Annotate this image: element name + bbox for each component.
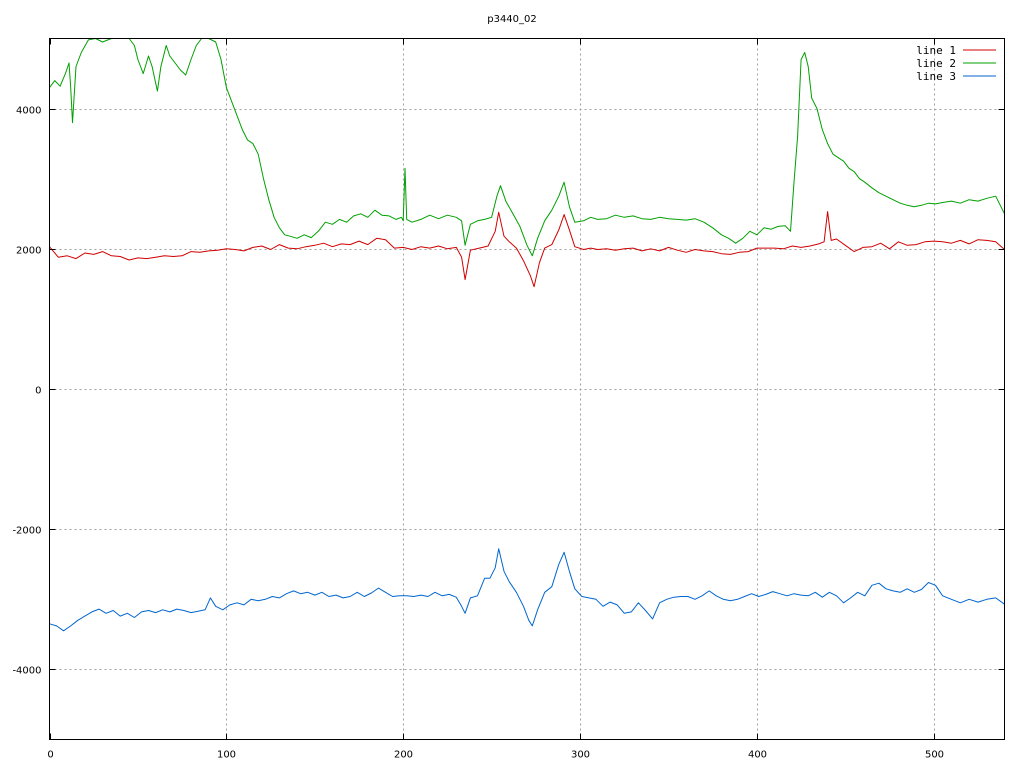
series-layer xyxy=(49,38,1005,632)
grid-lines xyxy=(49,38,1005,740)
x-tick-label: 0 xyxy=(47,750,53,761)
y-tick-label: 0 xyxy=(35,386,41,397)
y-tick-label: 4000 xyxy=(16,106,41,117)
axis-tick-labels: 0 100 200 300 400 500 -4000 -2000 0 2000 4000 xyxy=(12,106,944,761)
chart-title: p3440_02 xyxy=(487,14,537,25)
series-line-3 xyxy=(49,548,1005,632)
series-line-2 xyxy=(49,38,1005,257)
x-tick-label: 500 xyxy=(925,750,944,761)
axis-ticks xyxy=(49,38,1005,740)
x-tick-label: 400 xyxy=(748,750,767,761)
series-line-1 xyxy=(49,211,1005,288)
y-tick-label: -4000 xyxy=(12,666,41,677)
x-tick-label: 100 xyxy=(217,750,236,761)
legend-label: line 3 xyxy=(916,70,956,83)
x-tick-label: 200 xyxy=(394,750,413,761)
legend-label: line 2 xyxy=(916,57,956,70)
y-tick-label: -2000 xyxy=(12,526,41,537)
y-tick-label: 2000 xyxy=(16,246,41,257)
legend-label: line 1 xyxy=(916,44,956,57)
x-tick-label: 300 xyxy=(571,750,590,761)
